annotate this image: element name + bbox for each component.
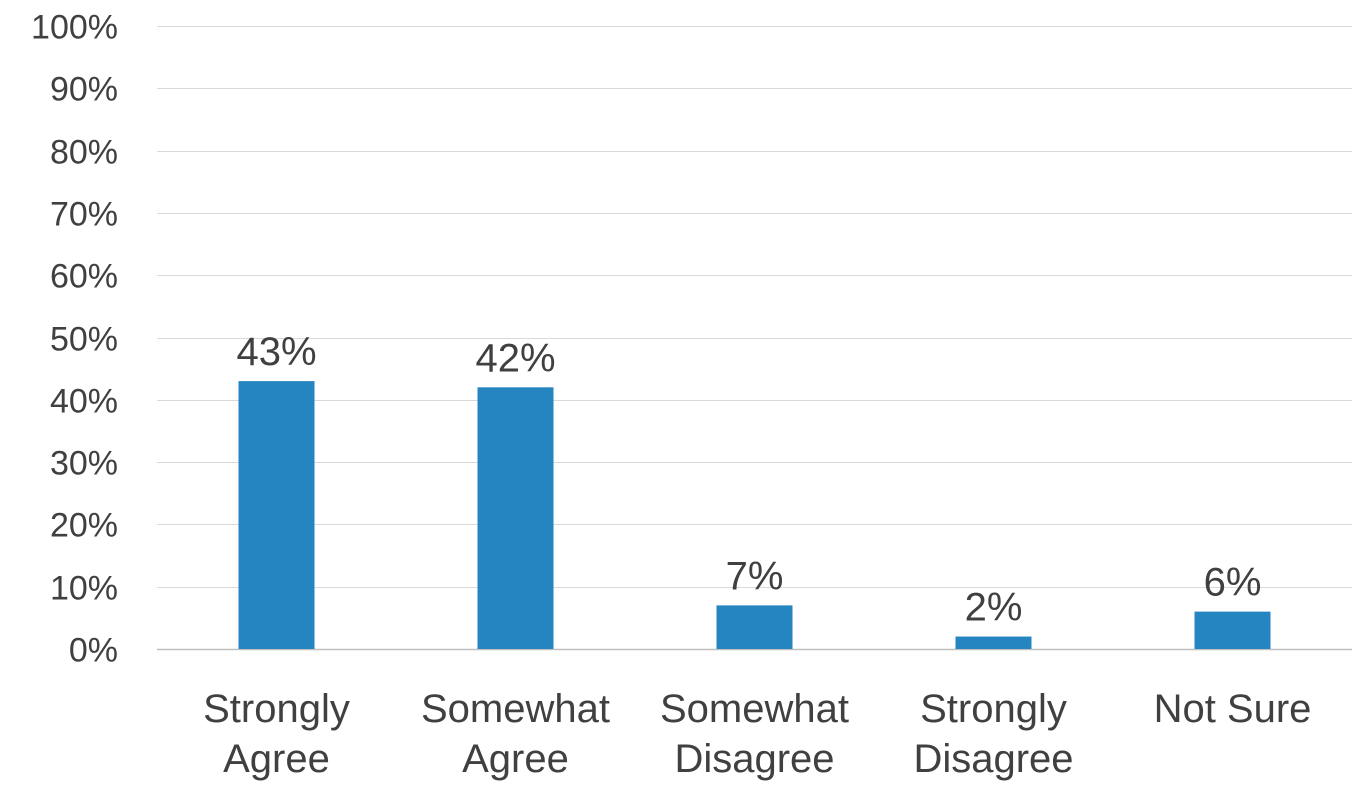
y-tick-label: 70%: [50, 196, 118, 234]
y-tick-label: 0%: [69, 632, 118, 670]
data-labels: 43% 42% 7% 2% 6%: [236, 330, 1261, 629]
x-tick-label: Not Sure: [1154, 687, 1312, 731]
y-tick-label: 50%: [50, 321, 118, 359]
data-label: 6%: [1204, 561, 1262, 605]
bar: [955, 636, 1032, 649]
data-label: 43%: [236, 330, 316, 374]
x-tick-label: Disagree: [913, 737, 1073, 781]
x-axis-tick-labels: Strongly Agree Somewhat Agree Somewhat Disagr…: [203, 687, 1311, 781]
bar: [1194, 611, 1271, 649]
bar: [477, 387, 554, 649]
x-tick-label: Somewhat: [660, 687, 849, 731]
y-tick-label: 30%: [50, 445, 118, 483]
y-axis-tick-labels: 0% 10% 20% 30% 40% 50% 60% 70% 80% 90% 100%: [31, 9, 118, 670]
data-label: 2%: [965, 586, 1023, 630]
x-tick-label: Strongly: [203, 687, 350, 731]
x-tick-label: Somewhat: [421, 687, 610, 731]
bar: [238, 381, 315, 649]
gridlines: [157, 26, 1352, 651]
y-tick-label: 80%: [50, 134, 118, 172]
y-tick-label: 40%: [50, 383, 118, 421]
x-tick-label: Strongly: [920, 687, 1067, 731]
x-tick-label: Agree: [462, 737, 569, 781]
y-tick-label: 100%: [31, 9, 118, 47]
bar: [716, 605, 793, 649]
y-tick-label: 90%: [50, 71, 118, 109]
x-tick-label: Agree: [223, 737, 330, 781]
data-label: 7%: [726, 554, 784, 598]
x-tick-label: Disagree: [674, 737, 834, 781]
y-tick-label: 20%: [50, 507, 118, 545]
bars: [238, 381, 1271, 649]
y-tick-label: 60%: [50, 258, 118, 296]
data-label: 42%: [475, 336, 555, 380]
y-tick-label: 10%: [50, 570, 118, 608]
